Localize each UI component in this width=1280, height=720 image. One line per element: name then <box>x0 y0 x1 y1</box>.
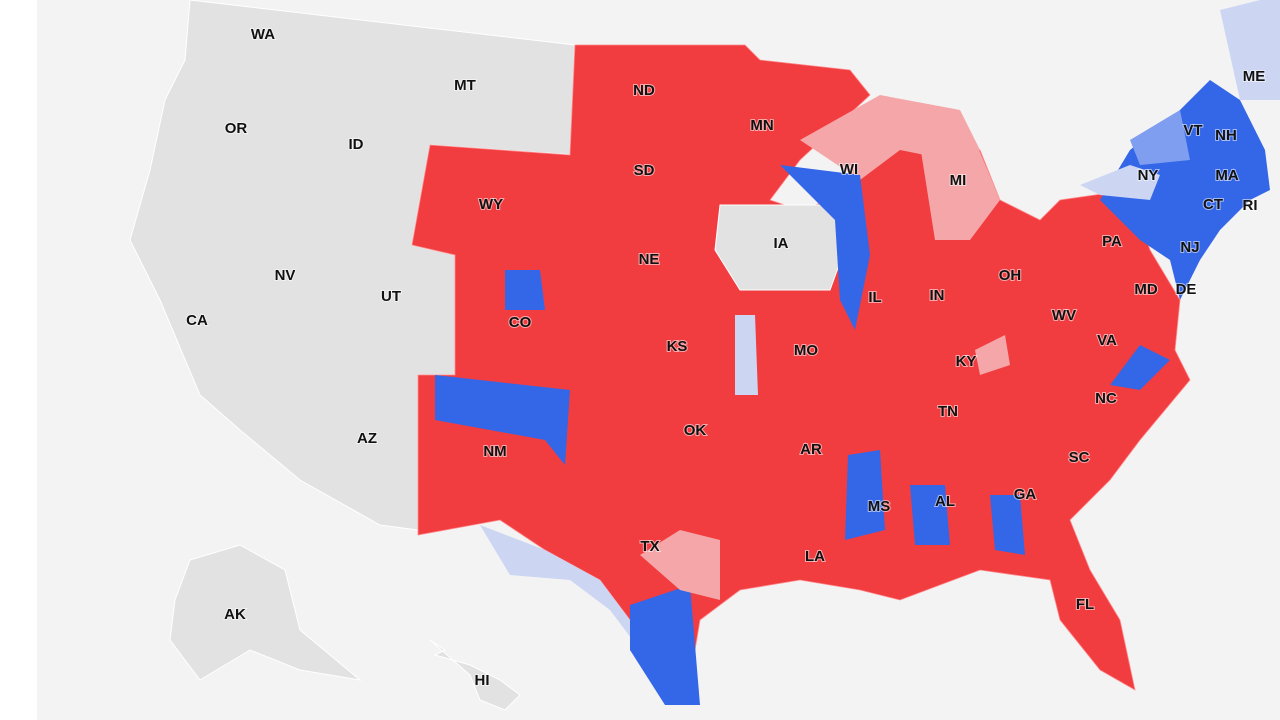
wi-il-blue <box>780 165 870 330</box>
state-label: NC <box>1095 390 1117 407</box>
state-label: NJ <box>1180 239 1199 256</box>
wi-mi-light <box>800 95 980 180</box>
state-label: CO <box>509 314 532 331</box>
state-label: TN <box>938 403 958 420</box>
state-label: AK <box>224 606 246 623</box>
state-label: WY <box>479 196 503 213</box>
state-label: NH <box>1215 127 1237 144</box>
state-labels: WA MT OR ID ND MN WY SD WI MI NY ME VT NH MA CT RI IA NE PA… <box>185 25 1266 690</box>
state-label: IA <box>774 235 789 252</box>
state-label: MT <box>454 77 476 94</box>
state-label: OR <box>225 120 248 137</box>
state-label: NE <box>639 251 660 268</box>
state-label: NY <box>1138 167 1159 184</box>
co-blue <box>505 270 545 310</box>
state-label: AL <box>935 493 955 510</box>
state-label: MO <box>794 342 818 359</box>
state-label: OK <box>684 422 707 439</box>
state-label: IL <box>868 289 881 306</box>
ky-light <box>975 335 1010 375</box>
state-label: ME <box>1243 68 1266 85</box>
mi-light <box>920 140 1000 240</box>
state-label: ND <box>633 82 655 99</box>
state-label: RI <box>1243 197 1258 214</box>
hawaii <box>429 639 521 711</box>
state-label: UT <box>381 288 401 305</box>
state-label: AR <box>800 441 822 458</box>
state-label: CT <box>1203 196 1223 213</box>
nm-blue <box>435 375 570 465</box>
state-label: ID <box>349 136 364 153</box>
state-label: SC <box>1069 449 1090 466</box>
state-label: TX <box>640 538 659 555</box>
state-label: KS <box>667 338 688 355</box>
state-label: KY <box>956 353 977 370</box>
state-label: NM <box>483 443 506 460</box>
tx-light <box>640 530 720 600</box>
state-label: MN <box>750 117 773 134</box>
ga-blue <box>990 495 1025 555</box>
state-label: PA <box>1102 233 1122 250</box>
state-label: WI <box>840 161 858 178</box>
texas-west-light <box>480 525 660 650</box>
ms-blue <box>845 450 885 540</box>
state-label: SD <box>634 162 655 179</box>
state-label: FL <box>1076 596 1094 613</box>
nc-blue <box>1110 345 1170 390</box>
state-label: AZ <box>357 430 377 447</box>
alaska <box>169 544 362 681</box>
state-label: WV <box>1052 307 1076 324</box>
ny-light <box>1080 165 1160 200</box>
state-label: WA <box>251 26 275 43</box>
state-label: MI <box>950 172 967 189</box>
states <box>129 0 1280 711</box>
state-label: MS <box>868 498 891 515</box>
state-label: VA <box>1097 332 1117 349</box>
left-strip <box>0 0 37 720</box>
vt-region <box>1130 110 1190 165</box>
state-label: CA <box>186 312 208 329</box>
state-label: GA <box>1014 486 1037 503</box>
maine <box>1220 0 1280 100</box>
south-tx-blue <box>630 585 700 705</box>
state-label: HI <box>475 672 490 689</box>
state-label: DE <box>1176 281 1197 298</box>
al-blue <box>910 485 950 545</box>
state-label: IN <box>930 287 945 304</box>
state-label: NV <box>275 267 296 284</box>
state-label: OH <box>999 267 1022 284</box>
state-label: LA <box>805 548 825 565</box>
state-label: VT <box>1183 122 1202 139</box>
mo-light <box>735 315 758 395</box>
state-label: MA <box>1215 167 1238 184</box>
northeast-blue <box>1100 80 1270 300</box>
state-label: MD <box>1134 281 1157 298</box>
